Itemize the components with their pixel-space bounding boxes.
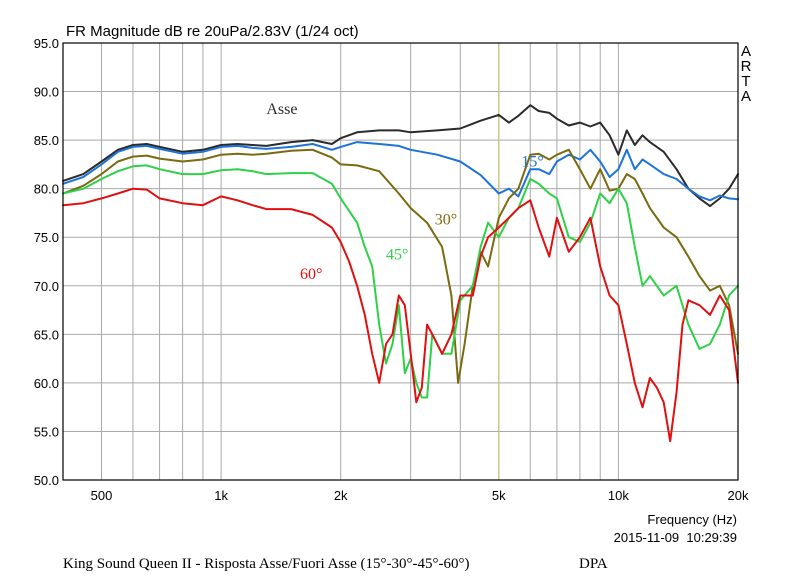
series-label-1: Asse — [266, 101, 297, 118]
series-lines — [62, 104, 739, 443]
x-tick-label: 2k — [334, 488, 348, 503]
y-tick-label: 80.0 — [34, 182, 59, 197]
y-tick-label: 70.0 — [34, 279, 59, 294]
y-tick-label: 50.0 — [34, 473, 59, 488]
x-tick-label: 1k — [214, 488, 228, 503]
series-line-5 — [62, 187, 739, 443]
series-label-3: 30° — [435, 212, 457, 229]
x-tick-label: 20k — [728, 488, 749, 503]
series-label-5: 60° — [300, 266, 322, 283]
y-tick-label: 85.0 — [34, 133, 59, 148]
plot-frame — [62, 42, 739, 481]
brand-letter-3: T — [741, 73, 750, 90]
brand-mark: A R T A — [741, 43, 752, 105]
x-tick-label: 5k — [492, 488, 506, 503]
y-tick-label: 60.0 — [34, 376, 59, 391]
chart-title: FR Magnitude dB re 20uPa/2.83V (1/24 oct… — [66, 23, 359, 40]
caption: King Sound Queen II - Risposta Asse/Fuor… — [63, 556, 469, 572]
y-tick-label: 55.0 — [34, 424, 59, 439]
y-tick-label: 65.0 — [34, 327, 59, 342]
brand-letter-2: R — [741, 58, 752, 75]
brand-letter-4: A — [741, 88, 751, 105]
brand-letter-1: A — [741, 43, 751, 60]
caption-suffix: DPA — [579, 556, 608, 572]
series-label-4: 45° — [386, 247, 408, 264]
x-tick-label: 10k — [608, 488, 629, 503]
series-line-1 — [62, 104, 739, 208]
y-tick-label: 90.0 — [34, 85, 59, 100]
y-axis-ticks: 95.0 90.0 85.0 80.0 75.0 70.0 65.0 60.0 55.0 50.0 — [34, 36, 59, 488]
y-tick-label: 95.0 — [34, 36, 59, 51]
plot-background — [63, 43, 738, 480]
x-axis-ticks: 500 1k 2k 5k 10k 20k — [91, 488, 749, 503]
y-tick-label: 75.0 — [34, 230, 59, 245]
series-labels: Asse 15° 30° 45° 60° — [266, 101, 543, 283]
x-axis-label: Frequency (Hz) — [647, 512, 737, 527]
x-tick-label: 500 — [91, 488, 113, 503]
series-label-2: 15° — [521, 153, 543, 170]
series-line-2 — [62, 141, 739, 202]
timestamp: 2015-11-09 10:29:39 — [614, 530, 737, 545]
